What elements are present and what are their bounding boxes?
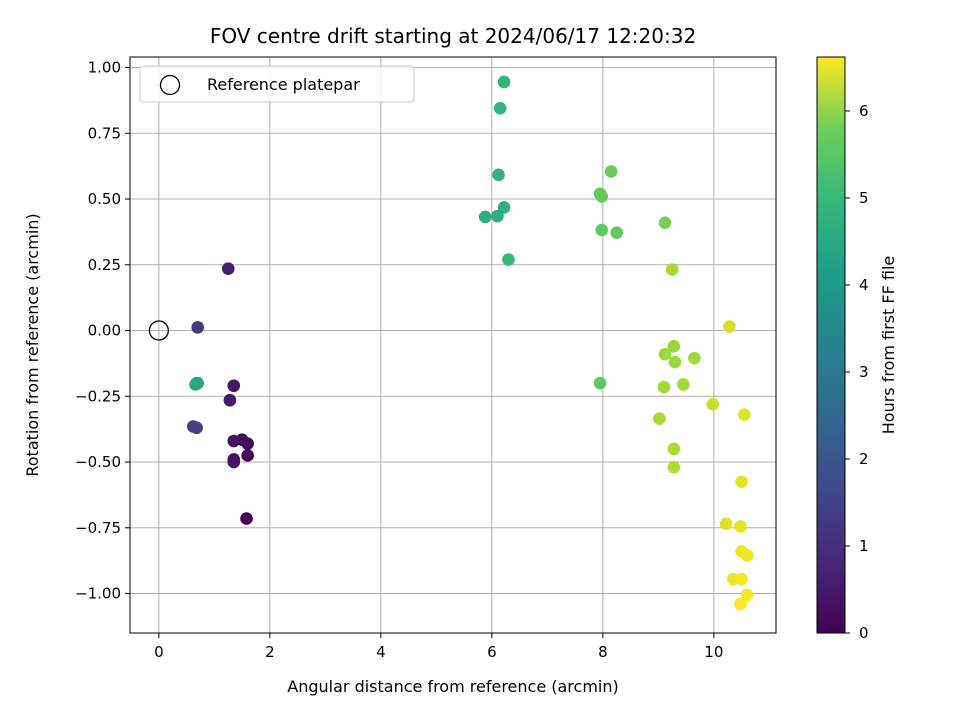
data-point [719, 517, 733, 531]
colorbar: 0 1 2 3 4 5 6 Hours from first FF file [816, 56, 898, 642]
y-tick-label: 0.25 [88, 256, 121, 274]
y-tick-label: −1.00 [75, 585, 121, 603]
data-point [740, 549, 754, 562]
colorbar-tick-label: 2 [859, 450, 869, 468]
y-tick-label: −0.50 [75, 453, 121, 471]
data-point [734, 520, 747, 533]
data-point [497, 75, 511, 89]
data-point [595, 190, 609, 203]
y-tick-label: −0.75 [75, 519, 121, 537]
data-point [665, 263, 679, 276]
data-point [658, 347, 672, 361]
data-point [492, 168, 505, 182]
data-point [668, 355, 682, 369]
data-point [221, 262, 235, 276]
legend-label-reference: Reference platepar [207, 75, 360, 94]
plot-frame [129, 56, 777, 634]
x-tick-label: 2 [265, 643, 275, 661]
data-point [595, 223, 609, 237]
data-points [186, 75, 754, 611]
y-tick-label: −0.25 [75, 387, 121, 405]
data-point [667, 461, 681, 474]
x-tick-label: 6 [487, 643, 497, 661]
data-point [593, 376, 607, 390]
y-tick-label: 0.50 [88, 190, 121, 208]
x-tick-label: 4 [376, 643, 386, 661]
x-tick-label: 10 [704, 643, 723, 661]
data-point [688, 351, 701, 365]
data-point [491, 209, 504, 223]
colorbar-tick-label: 0 [859, 624, 869, 642]
colorbar-tick-label: 6 [859, 102, 869, 120]
data-point [657, 380, 671, 394]
data-point [227, 379, 241, 393]
legend: Reference platepar [139, 65, 415, 103]
data-point [667, 340, 681, 353]
colorbar-tick-label: 3 [859, 363, 869, 381]
data-point [240, 512, 253, 525]
data-point [190, 421, 203, 435]
colorbar-label: Hours from first FF file [879, 256, 898, 435]
data-point [610, 226, 624, 239]
x-tick-label: 0 [154, 643, 164, 661]
data-point [223, 393, 237, 407]
y-tick-label: 1.00 [88, 59, 121, 77]
colorbar-tick-label: 1 [859, 537, 869, 555]
reference-point [148, 320, 170, 341]
x-tick-label: 8 [598, 643, 608, 661]
colorbar-ticks: 0 1 2 3 4 5 6 [845, 102, 869, 642]
data-point [723, 320, 736, 333]
grid-lines [130, 57, 776, 633]
data-point [604, 165, 618, 178]
data-point [241, 449, 254, 462]
data-point [653, 412, 666, 425]
x-axis-ticks: 0 2 4 6 8 10 [154, 633, 723, 661]
data-point [740, 588, 754, 602]
colorbar-tick-label: 4 [859, 276, 869, 294]
data-point [478, 210, 492, 224]
data-point [735, 475, 748, 489]
x-axis-label: Angular distance from reference (arcmin) [287, 677, 618, 696]
data-point [677, 378, 690, 391]
data-point [189, 378, 202, 391]
y-tick-label: 0.75 [88, 124, 121, 142]
data-point [493, 101, 507, 115]
colorbar-frame [816, 56, 846, 634]
y-axis-ticks: 1.00 0.75 0.50 0.25 0.00 −0.25 −0.50 −0.75 −1.00 [75, 59, 130, 603]
data-point [227, 453, 241, 466]
data-point [497, 201, 511, 214]
y-axis-label: Rotation from reference (arcmin) [23, 213, 42, 476]
colorbar-gradient [817, 57, 845, 633]
data-point [738, 408, 751, 421]
legend-marker [159, 74, 181, 96]
data-point [227, 434, 241, 448]
data-point [667, 442, 681, 456]
legend-box [139, 65, 415, 103]
y-tick-label: 0.00 [88, 322, 121, 340]
data-point [191, 321, 205, 334]
colorbar-tick-label: 5 [859, 189, 869, 207]
chart-title: FOV centre drift starting at 2024/06/17 … [210, 24, 696, 48]
data-point [734, 597, 747, 611]
data-point [735, 572, 748, 586]
data-point [502, 253, 515, 266]
data-point [706, 397, 720, 411]
reference-marker [148, 320, 170, 341]
data-point [658, 216, 672, 229]
